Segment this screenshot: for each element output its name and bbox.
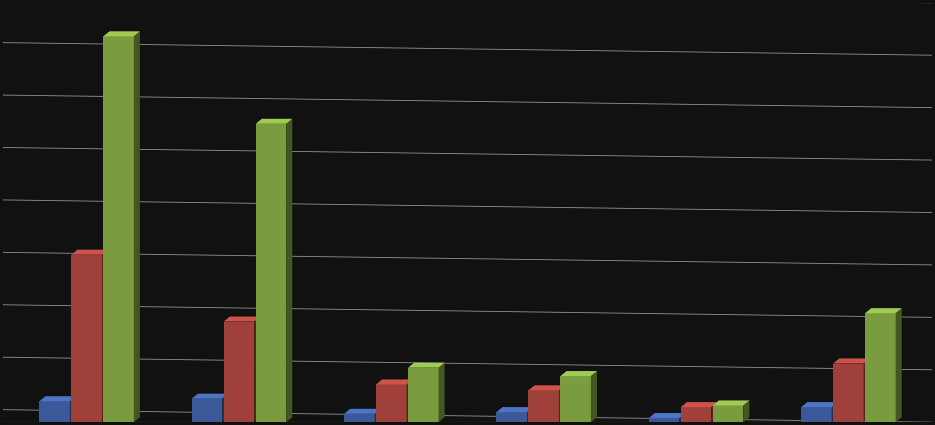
- Polygon shape: [801, 402, 838, 407]
- Polygon shape: [528, 390, 559, 422]
- Polygon shape: [649, 413, 685, 418]
- Polygon shape: [71, 255, 102, 422]
- Polygon shape: [71, 249, 108, 255]
- Polygon shape: [527, 407, 533, 422]
- Polygon shape: [528, 385, 565, 390]
- Polygon shape: [896, 308, 901, 422]
- Polygon shape: [496, 407, 533, 412]
- Polygon shape: [223, 394, 228, 422]
- Polygon shape: [134, 31, 140, 422]
- Polygon shape: [344, 414, 375, 422]
- Polygon shape: [681, 407, 712, 422]
- Polygon shape: [649, 418, 680, 422]
- Polygon shape: [865, 313, 896, 422]
- Polygon shape: [104, 31, 140, 36]
- Polygon shape: [591, 371, 597, 422]
- Polygon shape: [223, 322, 254, 422]
- Polygon shape: [712, 400, 749, 405]
- Polygon shape: [560, 371, 597, 376]
- Polygon shape: [496, 412, 527, 422]
- Polygon shape: [286, 119, 293, 422]
- Polygon shape: [833, 363, 864, 422]
- Polygon shape: [560, 376, 591, 422]
- Polygon shape: [344, 409, 381, 414]
- Polygon shape: [376, 385, 407, 422]
- Polygon shape: [192, 399, 223, 422]
- Polygon shape: [223, 317, 260, 322]
- Polygon shape: [102, 249, 108, 422]
- Polygon shape: [681, 402, 717, 407]
- Polygon shape: [407, 380, 412, 422]
- Polygon shape: [408, 368, 439, 422]
- Polygon shape: [192, 394, 228, 399]
- Polygon shape: [712, 402, 717, 422]
- Polygon shape: [831, 402, 838, 422]
- Polygon shape: [70, 396, 76, 422]
- Polygon shape: [865, 308, 901, 313]
- Polygon shape: [255, 124, 286, 422]
- Polygon shape: [439, 363, 445, 422]
- Polygon shape: [408, 363, 445, 368]
- Polygon shape: [801, 407, 831, 422]
- Polygon shape: [833, 358, 870, 363]
- Polygon shape: [743, 400, 749, 422]
- Polygon shape: [376, 380, 412, 385]
- Polygon shape: [39, 401, 70, 422]
- Polygon shape: [254, 317, 260, 422]
- Polygon shape: [39, 396, 76, 401]
- Polygon shape: [680, 413, 685, 422]
- Polygon shape: [864, 358, 870, 422]
- Polygon shape: [104, 36, 134, 422]
- Polygon shape: [375, 409, 381, 422]
- Polygon shape: [712, 405, 743, 422]
- Polygon shape: [559, 385, 565, 422]
- Polygon shape: [255, 119, 293, 124]
